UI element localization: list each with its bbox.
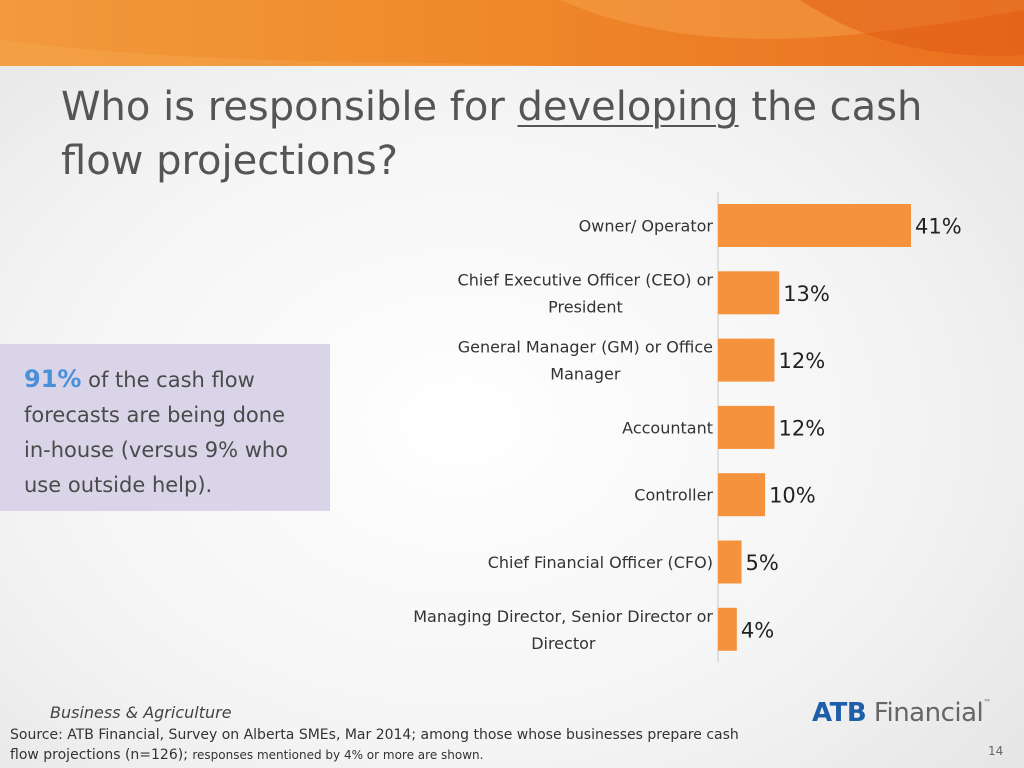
data-label-6: 5% (746, 551, 779, 575)
title-emphasis: developing (517, 84, 739, 130)
data-label-4: 12% (778, 416, 825, 440)
data-label-3: 12% (778, 349, 825, 373)
category-label-3-line-2: Manager (550, 365, 621, 384)
category-label-3-line-1: General Manager (GM) or Office (458, 338, 713, 357)
category-label-6: Chief Financial Officer (CFO) (488, 553, 713, 572)
callout-text: of the cash flow forecasts are being don… (24, 368, 289, 497)
source-note: Source: ATB Financial, Survey on Alberta… (10, 727, 739, 763)
bar-4 (718, 405, 775, 449)
category-label-1: Owner/ Operator (579, 217, 714, 236)
business-label: Business & Agriculture (50, 703, 232, 722)
page-title: Who is responsible for developing the ca… (61, 84, 923, 184)
banner-decoration (0, 0, 1024, 66)
category-label-7-line-2: Director (531, 634, 596, 653)
callout-box: 91% of the cash flow forecasts are being… (0, 344, 330, 511)
data-label-2: 13% (783, 282, 830, 306)
category-label-2-line-1: Chief Executive Officer (CEO) or (458, 270, 714, 289)
category-label-4: Accountant (622, 418, 713, 437)
category-label-2-line-2: President (548, 297, 623, 316)
callout-percentage: 91% (24, 365, 82, 393)
header-banner (0, 0, 1024, 66)
category-label-5: Controller (634, 486, 713, 505)
bar-1 (718, 204, 911, 247)
bar-7 (718, 607, 737, 651)
category-label-7-line-1: Managing Director, Senior Director or (413, 607, 713, 626)
data-label-5: 10% (769, 484, 816, 508)
page-number: 14 (988, 744, 1004, 758)
atb-logo: ATB Financial™ (812, 698, 991, 728)
data-label-1: 41% (915, 215, 962, 239)
bar-2 (718, 271, 780, 315)
bar-6 (718, 540, 742, 584)
data-label-7: 4% (741, 618, 774, 642)
bar-5 (718, 473, 766, 517)
bar-3 (718, 338, 775, 382)
